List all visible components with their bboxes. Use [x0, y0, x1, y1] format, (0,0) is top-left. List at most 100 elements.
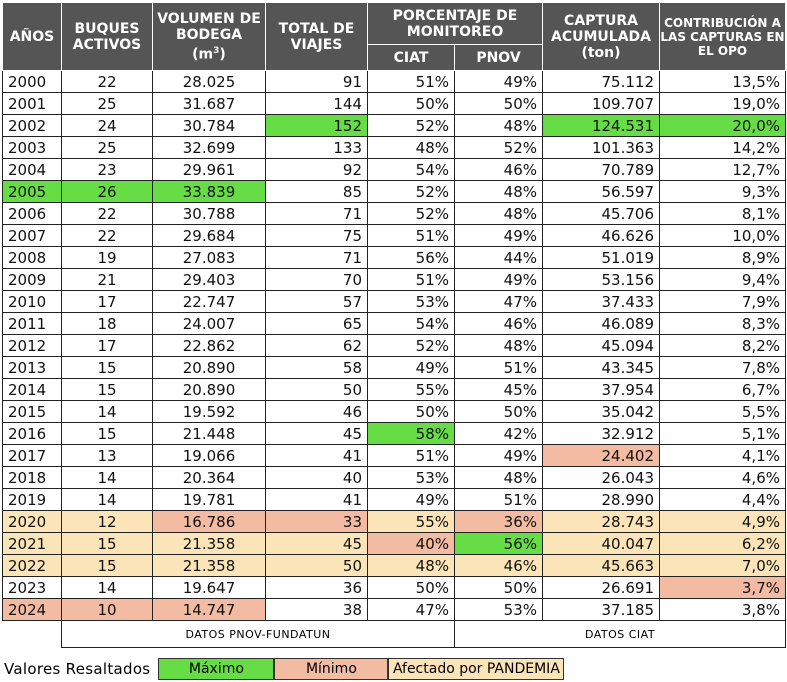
cell-year: 2020 [2, 510, 62, 533]
header-anos: AÑOS [2, 2, 62, 71]
cell-captura: 28.990 [542, 488, 660, 511]
cell-year: 2016 [2, 422, 62, 445]
cell-year: 2013 [2, 356, 62, 379]
cell-captura: 46.626 [542, 224, 660, 247]
cell-contribucion: 4,6% [659, 466, 786, 489]
cell-pnov: 46% [454, 554, 543, 577]
legend-pandemic-swatch: Afectado por PANDEMIA [388, 658, 565, 680]
cell-volumen: 28.025 [152, 70, 266, 93]
cell-pnov: 46% [454, 312, 543, 335]
cell-year: 2006 [2, 202, 62, 225]
cell-pnov: 47% [454, 290, 543, 313]
cell-buques: 22 [61, 70, 153, 93]
cell-year: 2017 [2, 444, 62, 467]
cell-viajes: 92 [265, 158, 368, 181]
cell-captura: 32.912 [542, 422, 660, 445]
cell-buques: 22 [61, 202, 153, 225]
cell-volumen: 19.647 [152, 576, 266, 599]
cell-volumen: 20.890 [152, 356, 266, 379]
cell-year: 2003 [2, 136, 62, 159]
cell-viajes: 45 [265, 422, 368, 445]
cell-volumen: 24.007 [152, 312, 266, 335]
cell-year: 2009 [2, 268, 62, 291]
cell-ciat: 48% [367, 136, 455, 159]
cell-volumen: 21.358 [152, 554, 266, 577]
cell-contribucion: 4,4% [659, 488, 786, 511]
cell-viajes: 50 [265, 554, 368, 577]
header-buques-activos: BUQUES ACTIVOS [61, 2, 153, 71]
cell-pnov: 48% [454, 114, 543, 137]
cell-year: 2000 [2, 70, 62, 93]
cell-pnov: 42% [454, 422, 543, 445]
cell-viajes: 57 [265, 290, 368, 313]
cell-contribucion: 8,2% [659, 334, 786, 357]
cell-pnov: 51% [454, 488, 543, 511]
cell-ciat: 51% [367, 224, 455, 247]
cell-pnov: 36% [454, 510, 543, 533]
cell-buques: 22 [61, 224, 153, 247]
cell-pnov: 49% [454, 444, 543, 467]
cell-contribucion: 8,9% [659, 246, 786, 269]
cell-captura: 53.156 [542, 268, 660, 291]
cell-volumen: 29.403 [152, 268, 266, 291]
cell-pnov: 48% [454, 466, 543, 489]
cell-viajes: 33 [265, 510, 368, 533]
cell-contribucion: 7,8% [659, 356, 786, 379]
table-row: 2017 13 19.066 41 51% 49% 24.402 4,1% [2, 444, 786, 467]
cell-ciat: 49% [367, 356, 455, 379]
header-contribucion: CONTRIBUCIÓN A LAS CAPTURAS EN EL OPO [659, 2, 786, 71]
cell-ciat: 53% [367, 290, 455, 313]
cell-contribucion: 4,1% [659, 444, 786, 467]
cell-volumen: 31.687 [152, 92, 266, 115]
table-row: 2005 26 33.839 85 52% 48% 56.597 9,3% [2, 180, 786, 203]
cell-buques: 10 [61, 598, 153, 621]
cell-buques: 15 [61, 532, 153, 555]
table-body: 2000 22 28.025 91 51% 49% 75.112 13,5% 2001 25 31.… [2, 70, 786, 621]
legend-max-swatch: Máximo [158, 658, 275, 680]
source-spacer [3, 621, 62, 648]
cell-viajes: 41 [265, 444, 368, 467]
cell-captura: 43.345 [542, 356, 660, 379]
cell-year: 2008 [2, 246, 62, 269]
cell-volumen: 21.358 [152, 532, 266, 555]
cell-pnov: 52% [454, 136, 543, 159]
cell-contribucion: 20,0% [659, 114, 786, 137]
table-row: 2020 12 16.786 33 55% 36% 28.743 4,9% [2, 510, 786, 533]
legend-label: Valores Resaltados [4, 660, 151, 678]
cell-pnov: 50% [454, 576, 543, 599]
table-row: 2001 25 31.687 144 50% 50% 109.707 19,0% [2, 92, 786, 115]
cell-viajes: 45 [265, 532, 368, 555]
table-row: 2012 17 22.862 62 52% 48% 45.094 8,2% [2, 334, 786, 357]
table-row: 2007 22 29.684 75 51% 49% 46.626 10,0% [2, 224, 786, 247]
cell-year: 2010 [2, 290, 62, 313]
header-volumen-unit-base: (m [192, 46, 214, 63]
cell-year: 2022 [2, 554, 62, 577]
cell-year: 2015 [2, 400, 62, 423]
table-row: 2021 15 21.358 45 40% 56% 40.047 6,2% [2, 532, 786, 555]
cell-ciat: 50% [367, 400, 455, 423]
cell-volumen: 27.083 [152, 246, 266, 269]
cell-contribucion: 12,7% [659, 158, 786, 181]
cell-captura: 37.433 [542, 290, 660, 313]
table-row: 2000 22 28.025 91 51% 49% 75.112 13,5% [2, 70, 786, 93]
cell-contribucion: 9,3% [659, 180, 786, 203]
cell-buques: 25 [61, 136, 153, 159]
cell-captura: 24.402 [542, 444, 660, 467]
cell-viajes: 36 [265, 576, 368, 599]
cell-contribucion: 6,2% [659, 532, 786, 555]
cell-contribucion: 14,2% [659, 136, 786, 159]
cell-buques: 14 [61, 466, 153, 489]
cell-year: 2011 [2, 312, 62, 335]
fleet-statistics-table: AÑOS BUQUES ACTIVOS VOLUMEN DE BODEGA (m… [2, 2, 786, 648]
cell-contribucion: 5,1% [659, 422, 786, 445]
cell-volumen: 30.788 [152, 202, 266, 225]
cell-captura: 45.663 [542, 554, 660, 577]
cell-contribucion: 7,9% [659, 290, 786, 313]
cell-ciat: 48% [367, 554, 455, 577]
cell-contribucion: 3,7% [659, 576, 786, 599]
cell-ciat: 51% [367, 70, 455, 93]
cell-viajes: 71 [265, 202, 368, 225]
cell-ciat: 56% [367, 246, 455, 269]
cell-year: 2019 [2, 488, 62, 511]
table-row: 2002 24 30.784 152 52% 48% 124.531 20,0% [2, 114, 786, 137]
